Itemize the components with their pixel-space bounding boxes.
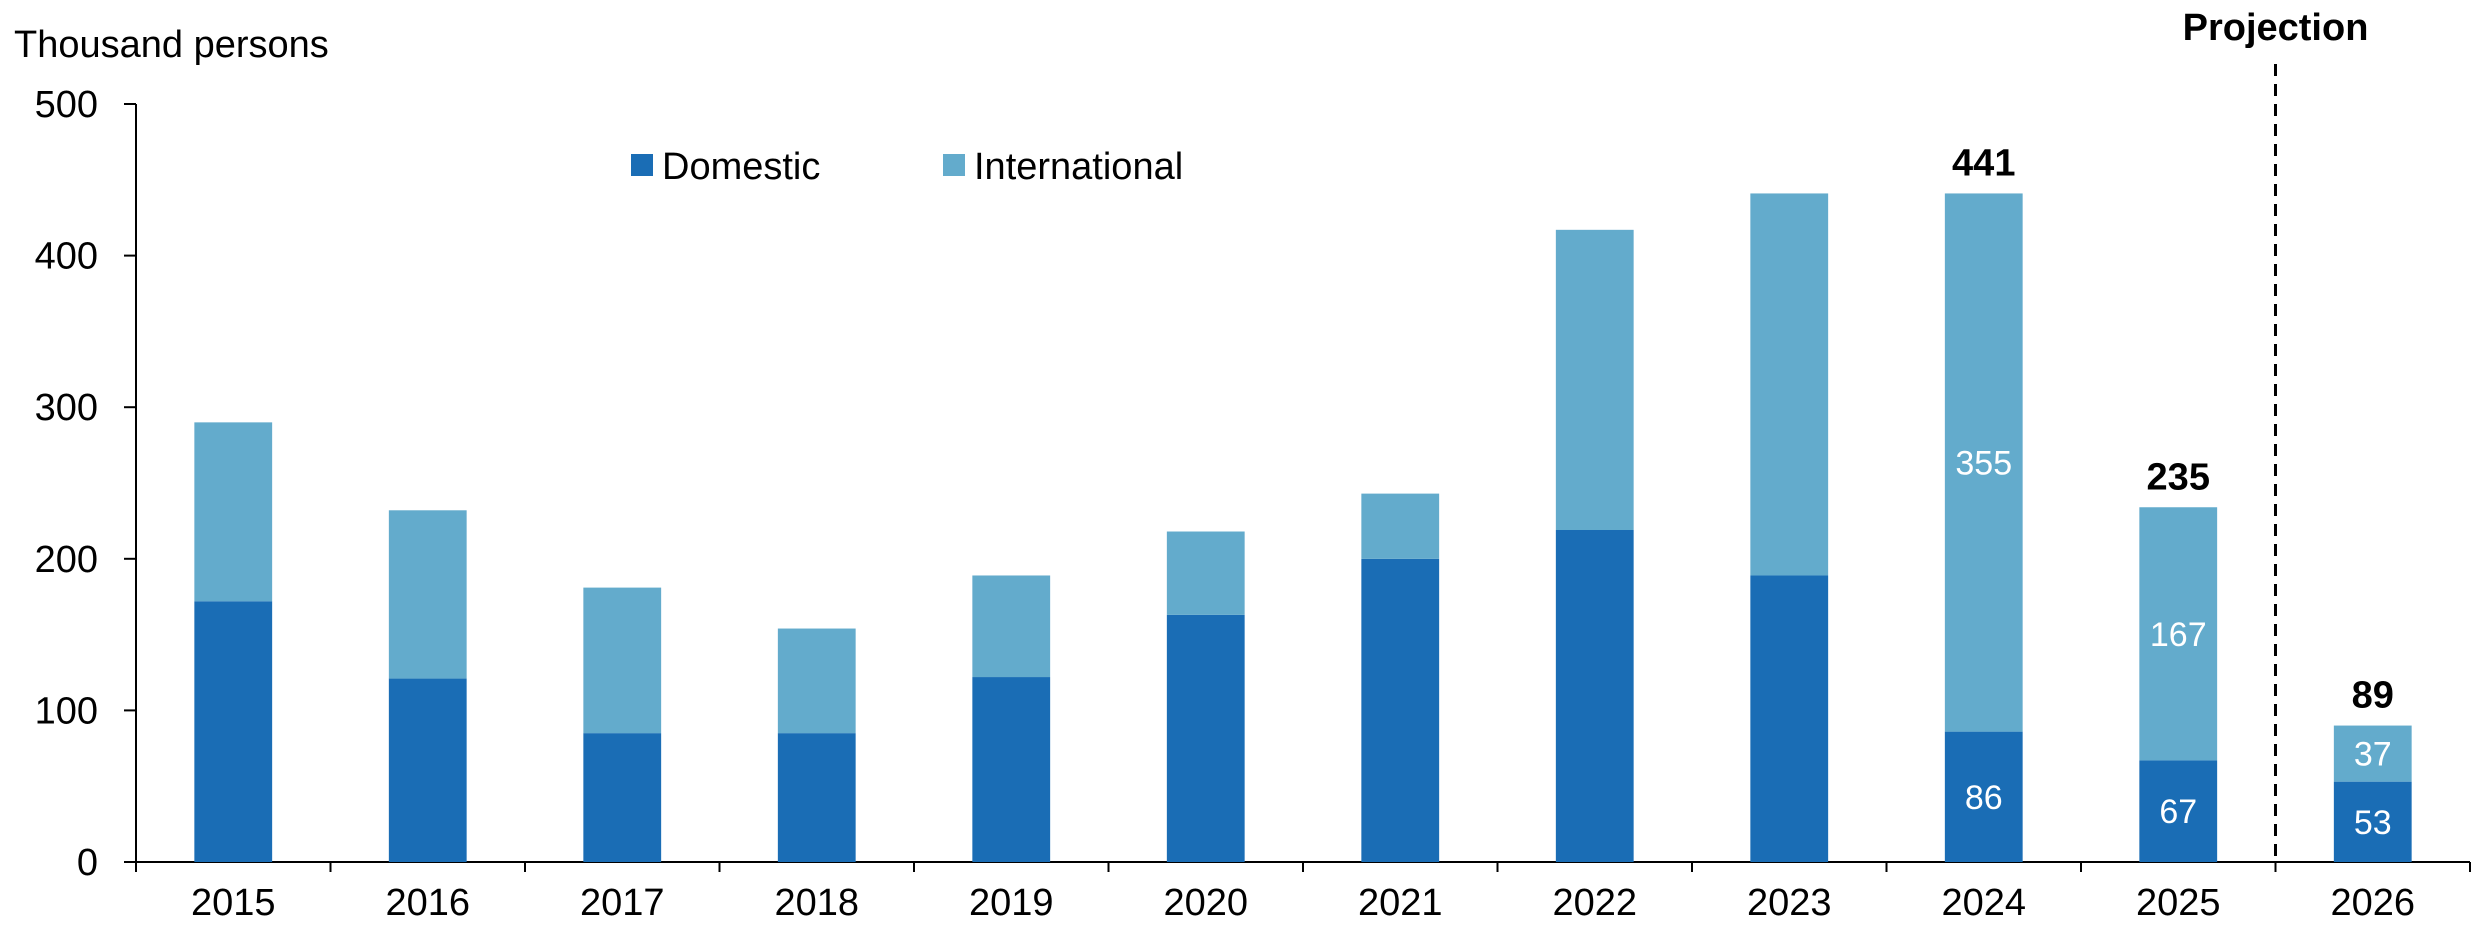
x-tick-label: 2018 [774, 882, 859, 924]
y-tick-label: 200 [35, 539, 98, 581]
y-tick-label: 500 [35, 84, 98, 126]
total-label-2026: 89 [2352, 675, 2394, 717]
y-axis-title: Thousand persons [14, 24, 329, 66]
bar-international-2023 [1750, 193, 1829, 576]
bars [194, 193, 2412, 862]
bar-international-2024 [1944, 193, 2023, 732]
bar-international-2016 [388, 510, 467, 679]
x-tick-label: 2017 [580, 882, 665, 924]
x-tick-label: 2026 [2330, 882, 2415, 924]
total-label-2024: 441 [1952, 142, 2015, 184]
y-tick-label: 400 [35, 236, 98, 278]
y-tick-label: 300 [35, 387, 98, 429]
bar-domestic-2021 [1361, 558, 1440, 862]
legend-swatch-international [943, 154, 965, 176]
legend-swatch-domestic [631, 154, 653, 176]
bar-international-2019 [972, 575, 1051, 678]
x-tick-label: 2025 [2136, 882, 2221, 924]
bar-domestic-2017 [583, 733, 662, 862]
bar-international-2015 [194, 422, 273, 602]
x-tick-label: 2022 [1552, 882, 1637, 924]
x-tick-label: 2024 [1941, 882, 2026, 924]
x-tick-label: 2020 [1163, 882, 1248, 924]
segment-label-domestic-2025: 67 [2159, 793, 2197, 831]
bar-domestic-2019 [972, 677, 1051, 862]
projection-label: Projection [2183, 7, 2369, 49]
segment-label-international-2024: 355 [1955, 445, 2012, 483]
bar-domestic-2016 [388, 678, 467, 862]
bar-domestic-2023 [1750, 575, 1829, 862]
bar-international-2022 [1555, 229, 1634, 530]
bar-domestic-2025 [2139, 760, 2218, 862]
segment-label-international-2025: 167 [2150, 616, 2207, 654]
x-tick-label: 2021 [1358, 882, 1443, 924]
bar-domestic-2015 [194, 601, 273, 862]
bar-international-2017 [583, 587, 662, 734]
x-axis: 2015 2016 2017 2018 2019 2020 2021 2022 2023 2024… [135, 861, 2471, 924]
segment-label-international-2026: 37 [2354, 736, 2392, 774]
segment-label-domestic-2024: 86 [1965, 779, 2003, 817]
bar-international-2020 [1166, 531, 1245, 615]
total-label-2025: 235 [2147, 456, 2210, 498]
bar-international-2018 [777, 628, 856, 734]
bar-domestic-2026 [2333, 781, 2412, 862]
bar-domestic-2022 [1555, 529, 1634, 862]
bar-domestic-2018 [777, 733, 856, 862]
x-tick-label: 2016 [385, 882, 470, 924]
bar-domestic-2020 [1166, 614, 1245, 862]
bar-domestic-2024 [1944, 731, 2023, 862]
projection-marker: Projection [2183, 7, 2369, 862]
x-tick-label: 2019 [969, 882, 1054, 924]
bar-international-2026 [2333, 725, 2412, 782]
legend-label-international: International [974, 146, 1183, 188]
segment-label-domestic-2026: 53 [2354, 804, 2392, 842]
y-axis: 0 100 200 300 400 500 [35, 84, 137, 884]
data-labels: 86 355 441 67 167 235 53 37 89 [1952, 142, 2394, 841]
legend: Domestic International [631, 146, 1183, 188]
y-tick-label: 0 [77, 842, 98, 884]
x-tick-label: 2023 [1747, 882, 1832, 924]
bar-international-2025 [2139, 507, 2218, 761]
y-tick-label: 100 [35, 690, 98, 732]
bar-international-2021 [1361, 493, 1440, 559]
x-tick-label: 2015 [191, 882, 276, 924]
legend-label-domestic: Domestic [662, 146, 820, 188]
